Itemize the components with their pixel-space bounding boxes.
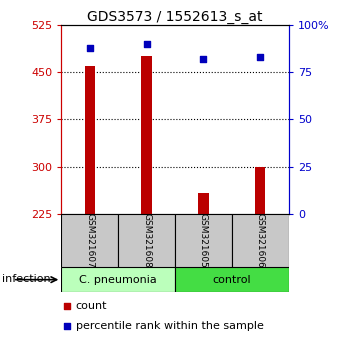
Text: infection: infection xyxy=(2,274,50,284)
Bar xyxy=(198,193,209,214)
Bar xyxy=(175,214,232,267)
Bar xyxy=(61,214,118,267)
Point xyxy=(144,41,149,46)
Text: GSM321607: GSM321607 xyxy=(85,213,94,268)
Bar xyxy=(141,56,152,214)
Bar xyxy=(175,267,289,292)
Text: control: control xyxy=(212,275,251,285)
Text: GSM321605: GSM321605 xyxy=(199,213,208,268)
Point xyxy=(64,303,69,309)
Bar xyxy=(61,267,175,292)
Bar xyxy=(85,66,95,214)
Point xyxy=(87,45,92,50)
Text: percentile rank within the sample: percentile rank within the sample xyxy=(76,321,264,331)
Point xyxy=(201,56,206,62)
Text: C. pneumonia: C. pneumonia xyxy=(79,275,157,285)
Text: GSM321608: GSM321608 xyxy=(142,213,151,268)
Point xyxy=(64,323,69,329)
Bar xyxy=(232,214,289,267)
Text: GSM321606: GSM321606 xyxy=(256,213,265,268)
Bar xyxy=(118,214,175,267)
Point xyxy=(258,54,263,60)
Bar xyxy=(255,167,265,214)
Title: GDS3573 / 1552613_s_at: GDS3573 / 1552613_s_at xyxy=(87,10,263,24)
Text: count: count xyxy=(76,301,107,311)
